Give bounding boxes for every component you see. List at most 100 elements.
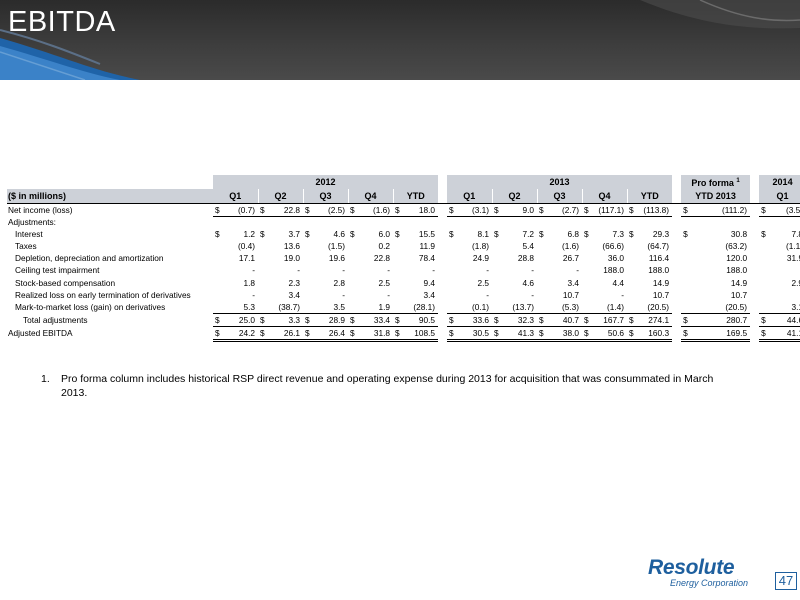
value-cell: 2.3 — [288, 277, 300, 288]
value-cell: 31.8 — [356, 326, 393, 342]
value-cell: 90.5 — [401, 313, 439, 327]
currency-symbol — [213, 240, 221, 252]
value-cell: 10.7 — [730, 289, 748, 300]
currency-symbol: $ — [759, 313, 768, 327]
value-cell: (0.7) — [221, 203, 258, 217]
col-header: Q3 — [536, 189, 583, 204]
currency-symbol — [393, 289, 401, 301]
currency-symbol: $ — [759, 203, 768, 217]
value-cell: - — [531, 265, 535, 276]
value-cell: - — [621, 289, 625, 300]
currency-symbol: $ — [348, 203, 356, 217]
row-label: Realized loss on early termination of de… — [15, 289, 191, 300]
currency-symbol: $ — [303, 203, 311, 217]
currency-symbol — [213, 289, 221, 301]
currency-symbol — [393, 252, 401, 264]
currency-symbol — [759, 240, 767, 252]
value-cell: (0.4) — [237, 241, 255, 252]
currency-symbol — [303, 240, 311, 252]
currency-symbol: $ — [305, 229, 310, 240]
row-label: Ceiling test impairment — [15, 265, 100, 276]
currency-symbol — [447, 276, 455, 288]
currency-symbol: $ — [393, 203, 401, 217]
value-cell: 40.7 — [545, 313, 583, 327]
currency-symbol — [447, 252, 455, 264]
value-cell: 25.0 — [221, 313, 258, 327]
value-cell: 29.3 — [652, 229, 670, 240]
value-cell: 6.8 — [567, 229, 580, 240]
value-cell: 4.4 — [612, 277, 625, 288]
value-cell: (113.8) — [635, 203, 673, 217]
value-cell: 33.4 — [356, 313, 393, 327]
currency-symbol — [393, 300, 401, 314]
value-cell: 188.0 — [648, 265, 670, 276]
row-total-adjustments: Total adjustments $25.0 $3.3 $28.9 $33.4 $90.… — [7, 313, 800, 327]
value-cell: 3.5 — [311, 300, 348, 314]
currency-symbol — [213, 300, 221, 314]
value-cell: - — [342, 289, 345, 300]
value-cell: 169.5 — [689, 326, 751, 342]
footnote-number: 1. — [41, 373, 50, 385]
value-cell: - — [531, 289, 535, 300]
currency-symbol — [258, 300, 266, 314]
currency-symbol — [447, 289, 455, 301]
currency-symbol — [582, 289, 590, 301]
currency-symbol: $ — [395, 229, 400, 240]
value-cell: - — [576, 265, 580, 276]
currency-symbol — [759, 289, 767, 301]
currency-symbol — [393, 276, 401, 288]
value-cell: (1.6) — [561, 241, 580, 252]
value-cell: - — [486, 289, 490, 300]
value-cell: 0.2 — [378, 241, 390, 252]
value-cell: 3.1 — [767, 300, 800, 314]
currency-symbol: $ — [627, 313, 636, 327]
row-label: Interest — [15, 229, 43, 240]
currency-symbol — [537, 276, 545, 288]
currency-symbol: $ — [759, 326, 768, 342]
value-cell: 26.1 — [266, 326, 303, 342]
value-cell: (5.3) — [545, 300, 583, 314]
currency-symbol — [447, 264, 455, 276]
currency-symbol — [582, 264, 590, 276]
value-cell: 32.3 — [500, 313, 538, 327]
value-cell: 38.0 — [545, 326, 583, 342]
currency-symbol: $ — [260, 229, 265, 240]
currency-symbol: $ — [348, 313, 356, 327]
currency-symbol — [213, 264, 221, 276]
currency-symbol: $ — [258, 313, 266, 327]
row-ceiling-test: Ceiling test impairment - - - - - - - - 188.0 188.… — [7, 264, 800, 277]
currency-symbol — [492, 252, 500, 264]
currency-symbol: $ — [537, 313, 546, 327]
currency-symbol — [258, 289, 266, 301]
value-cell: 4.6 — [333, 229, 345, 240]
value-cell: (3.5) — [767, 203, 800, 217]
currency-symbol — [348, 240, 356, 252]
unit-label: ($ in millions) — [7, 189, 213, 204]
row-adjustments: Adjustments: — [7, 216, 800, 228]
col-header: Q3 — [302, 189, 348, 204]
currency-symbol — [348, 289, 356, 301]
value-cell: 1.2 — [243, 229, 255, 240]
slide-title: EBITDA — [8, 6, 116, 38]
currency-symbol — [582, 252, 590, 264]
currency-symbol — [627, 300, 636, 314]
currency-symbol: $ — [393, 313, 401, 327]
value-cell: 15.5 — [418, 229, 436, 240]
value-cell: 30.5 — [455, 326, 493, 342]
currency-symbol — [537, 289, 545, 301]
value-cell: (3.1) — [455, 203, 493, 217]
currency-symbol: $ — [681, 313, 690, 327]
currency-symbol: $ — [629, 229, 634, 240]
footnote-text: Pro forma column includes historical RSP… — [61, 373, 714, 399]
value-cell: 1.8 — [243, 277, 255, 288]
value-cell: 28.8 — [517, 253, 535, 264]
value-cell: 24.2 — [221, 326, 258, 342]
row-mark-to-market: Mark-to-market loss (gain) on derivative… — [7, 300, 800, 314]
row-realized-loss: Realized loss on early termination of de… — [7, 288, 800, 301]
value-cell: 13.6 — [283, 241, 300, 252]
currency-symbol — [627, 252, 635, 264]
value-cell: (0.1) — [455, 300, 493, 314]
currency-symbol — [681, 240, 689, 252]
value-cell: - — [432, 265, 436, 276]
value-cell: - — [767, 289, 800, 301]
